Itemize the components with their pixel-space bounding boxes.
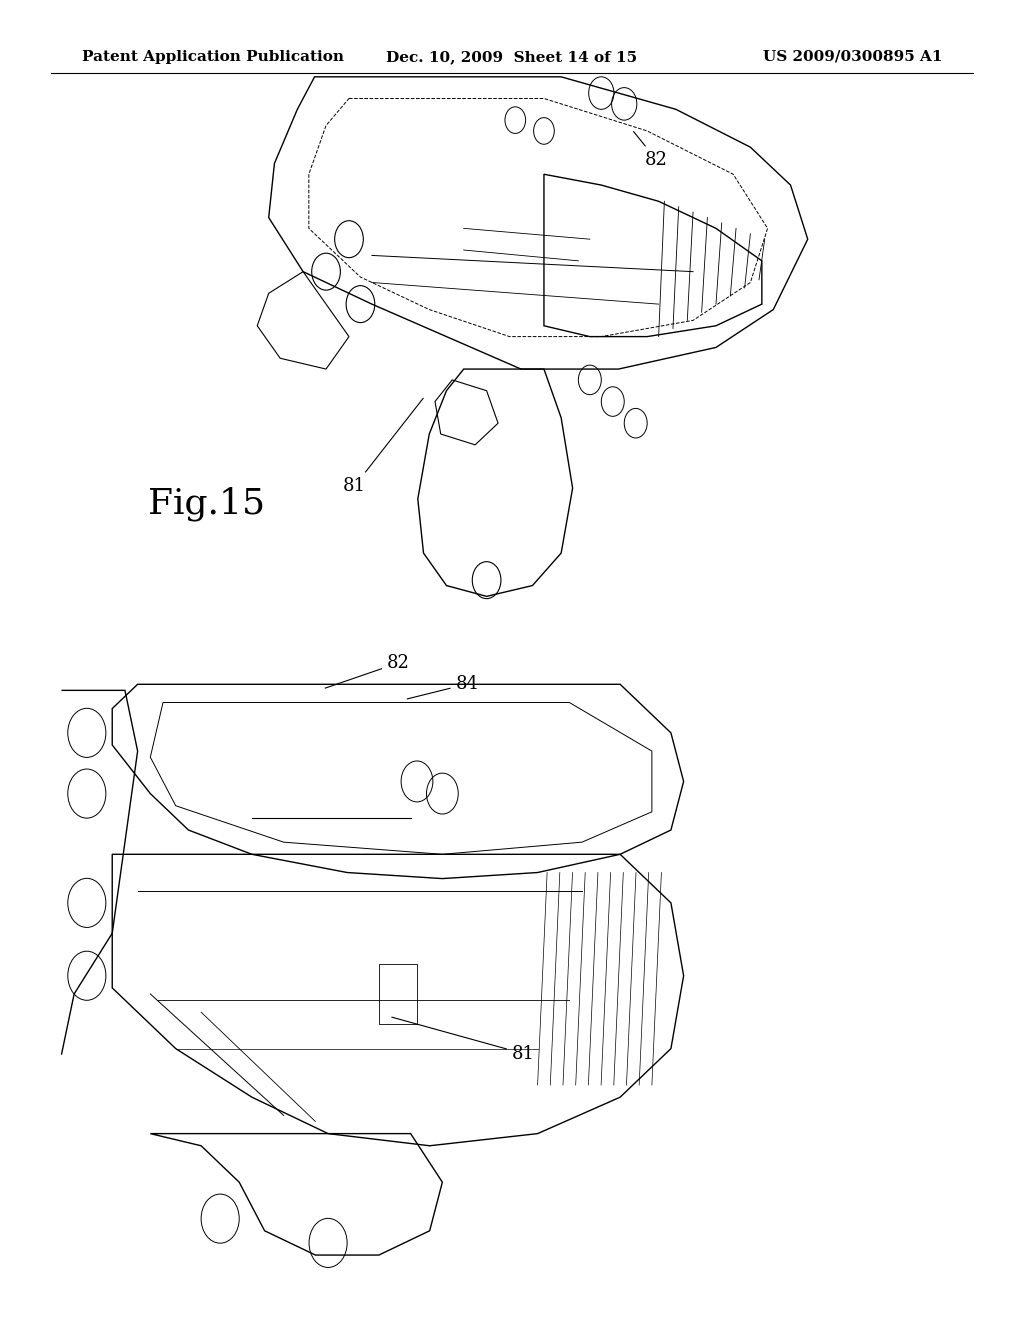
Text: 81: 81 [392, 1018, 535, 1063]
Text: Patent Application Publication: Patent Application Publication [82, 50, 344, 63]
Text: Fig.15: Fig.15 [148, 487, 265, 521]
Text: Dec. 10, 2009  Sheet 14 of 15: Dec. 10, 2009 Sheet 14 of 15 [386, 50, 638, 63]
Text: 82: 82 [634, 132, 668, 169]
Bar [379, 964, 417, 1024]
Text: 82: 82 [326, 653, 410, 688]
Text: 81: 81 [343, 399, 423, 495]
Text: 84: 84 [408, 675, 478, 698]
Text: US 2009/0300895 A1: US 2009/0300895 A1 [763, 50, 942, 63]
